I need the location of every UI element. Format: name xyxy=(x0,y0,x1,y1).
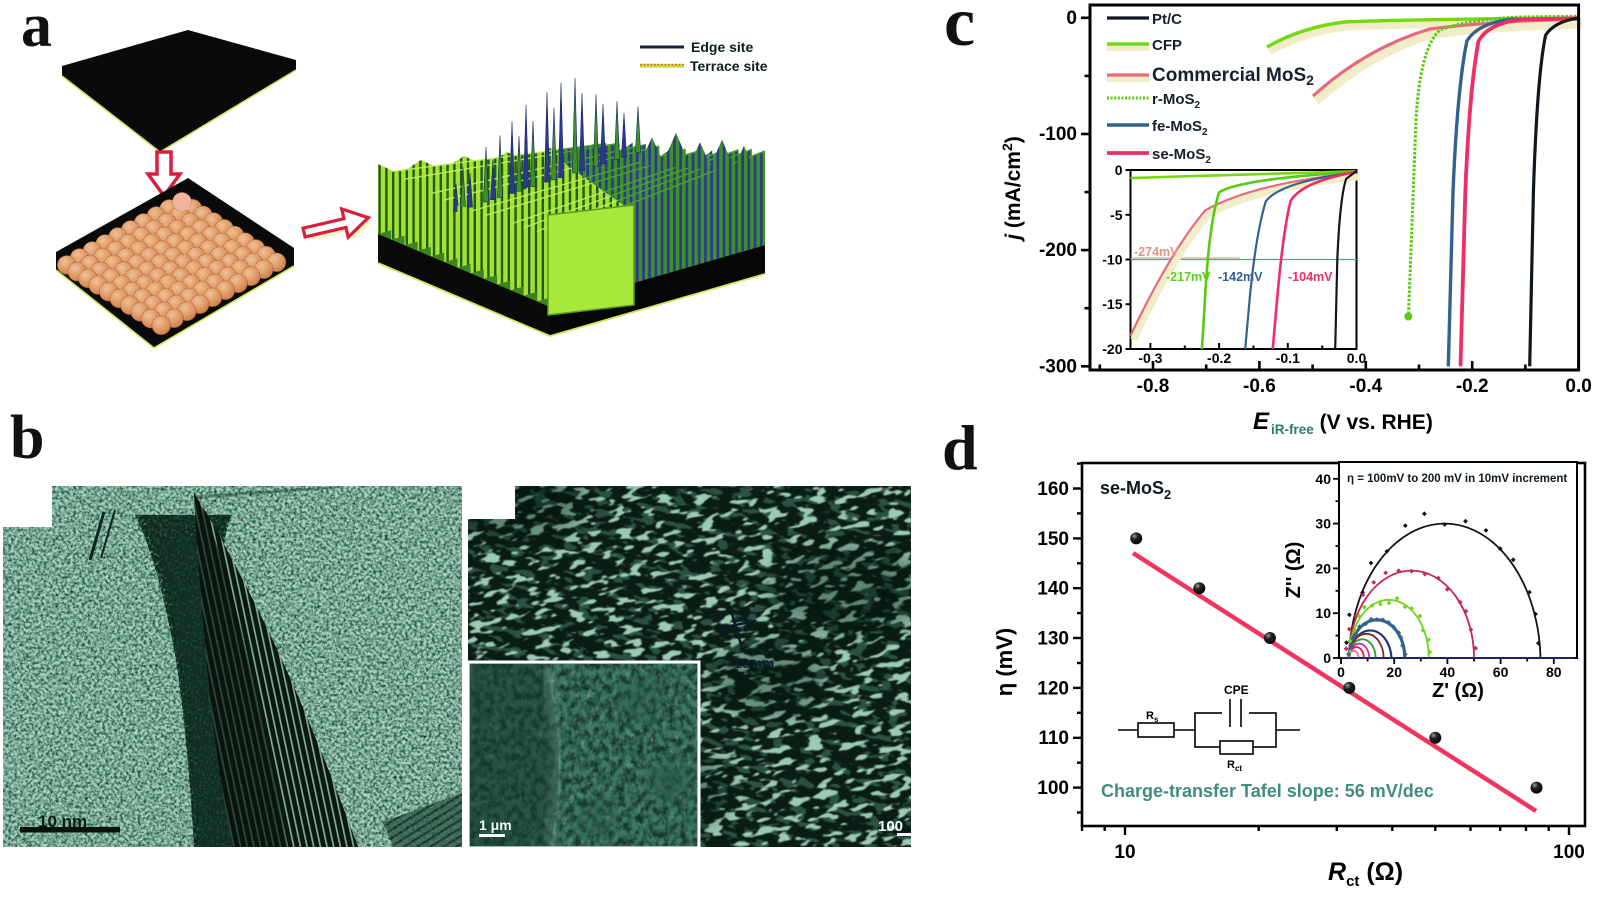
svg-text:Commercial MoS2: Commercial MoS2 xyxy=(1152,65,1314,88)
svg-text:0: 0 xyxy=(1337,664,1345,680)
svg-text:-20: -20 xyxy=(1102,341,1122,357)
svg-text:40: 40 xyxy=(1440,664,1456,680)
svg-text:Z'' (Ω): Z'' (Ω) xyxy=(1283,542,1305,599)
svg-text:-0.2: -0.2 xyxy=(1456,376,1489,397)
svg-text:fe-MoS2: fe-MoS2 xyxy=(1152,118,1208,138)
svg-text:140: 140 xyxy=(1037,579,1069,600)
svg-text:se-MoS2: se-MoS2 xyxy=(1152,146,1211,166)
svg-text:d: d xyxy=(942,412,978,483)
svg-text:Edge site: Edge site xyxy=(691,39,753,55)
svg-text:20: 20 xyxy=(1386,664,1402,680)
svg-text:110: 110 xyxy=(1038,728,1069,749)
svg-text:20: 20 xyxy=(1315,560,1331,576)
svg-text:10 nm: 10 nm xyxy=(734,655,774,671)
svg-text:-10: -10 xyxy=(1102,252,1122,268)
svg-text:0.0: 0.0 xyxy=(1565,376,1591,397)
svg-text:c: c xyxy=(944,0,975,61)
svg-text:-0.3: -0.3 xyxy=(1138,350,1162,366)
svg-text:10: 10 xyxy=(1114,842,1135,863)
svg-text:j (mA/cm2): j (mA/cm2) xyxy=(999,136,1025,243)
svg-text:120: 120 xyxy=(1037,678,1069,699)
svg-text:Terrace site: Terrace site xyxy=(690,58,768,74)
svg-text:80: 80 xyxy=(1546,664,1562,680)
svg-text:-0.2: -0.2 xyxy=(1207,350,1231,366)
svg-text:-274mV: -274mV xyxy=(1134,245,1179,259)
svg-text:b: b xyxy=(10,404,44,472)
svg-text:CPE: CPE xyxy=(1224,683,1249,697)
svg-text:10: 10 xyxy=(1315,605,1331,621)
svg-text:-0.4: -0.4 xyxy=(1349,376,1382,397)
svg-text:-142mV: -142mV xyxy=(1218,270,1263,284)
svg-text:η (mV): η (mV) xyxy=(992,628,1017,696)
svg-text:60: 60 xyxy=(1493,664,1509,680)
svg-text:100: 100 xyxy=(878,818,903,835)
svg-text:0: 0 xyxy=(1115,162,1123,178)
svg-text:0: 0 xyxy=(1066,8,1077,29)
svg-text:-0.8: -0.8 xyxy=(1137,376,1170,397)
svg-text:-300: -300 xyxy=(1039,356,1077,377)
svg-text:-0.1: -0.1 xyxy=(1276,350,1300,366)
svg-text:160: 160 xyxy=(1037,479,1069,500)
svg-text:se-MoS2: se-MoS2 xyxy=(1100,478,1171,502)
svg-text:CFP: CFP xyxy=(1152,37,1182,54)
svg-text:40: 40 xyxy=(1315,471,1331,487)
svg-text:η = 100mV to 200 mV in 10mV in: η = 100mV to 200 mV in 10mV increment xyxy=(1347,473,1567,485)
svg-text:-104mV: -104mV xyxy=(1288,270,1333,284)
svg-text:r-MoS2: r-MoS2 xyxy=(1152,91,1201,111)
svg-text:-0.6: -0.6 xyxy=(1243,376,1276,397)
svg-text:-217mV: -217mV xyxy=(1166,270,1211,284)
svg-text:Charge-transfer Tafel slope: 5: Charge-transfer Tafel slope: 56 mV/dec xyxy=(1101,781,1434,801)
svg-text:1 μm: 1 μm xyxy=(479,817,512,833)
svg-text:-200: -200 xyxy=(1039,240,1077,261)
svg-text:150: 150 xyxy=(1037,529,1069,550)
svg-text:100: 100 xyxy=(1553,842,1585,863)
svg-text:EiR-free (V vs. RHE): EiR-free (V vs. RHE) xyxy=(1253,408,1433,437)
svg-text:-5: -5 xyxy=(1110,207,1123,223)
svg-text:Rs: Rs xyxy=(1146,710,1159,724)
svg-text:30: 30 xyxy=(1315,516,1331,532)
svg-text:a: a xyxy=(21,0,52,60)
svg-text:-15: -15 xyxy=(1102,296,1122,312)
svg-text:Rct (Ω): Rct (Ω) xyxy=(1328,858,1403,890)
svg-text:Pt/C: Pt/C xyxy=(1152,11,1182,28)
svg-text:Z' (Ω): Z' (Ω) xyxy=(1432,680,1484,702)
svg-text:0: 0 xyxy=(1323,650,1331,666)
svg-text:130: 130 xyxy=(1037,629,1069,650)
svg-text:Rct: Rct xyxy=(1227,759,1242,773)
svg-text:0.0: 0.0 xyxy=(1347,350,1367,366)
svg-text:100: 100 xyxy=(1037,778,1069,799)
svg-text:10 nm: 10 nm xyxy=(38,812,87,831)
svg-text:-100: -100 xyxy=(1039,124,1077,145)
